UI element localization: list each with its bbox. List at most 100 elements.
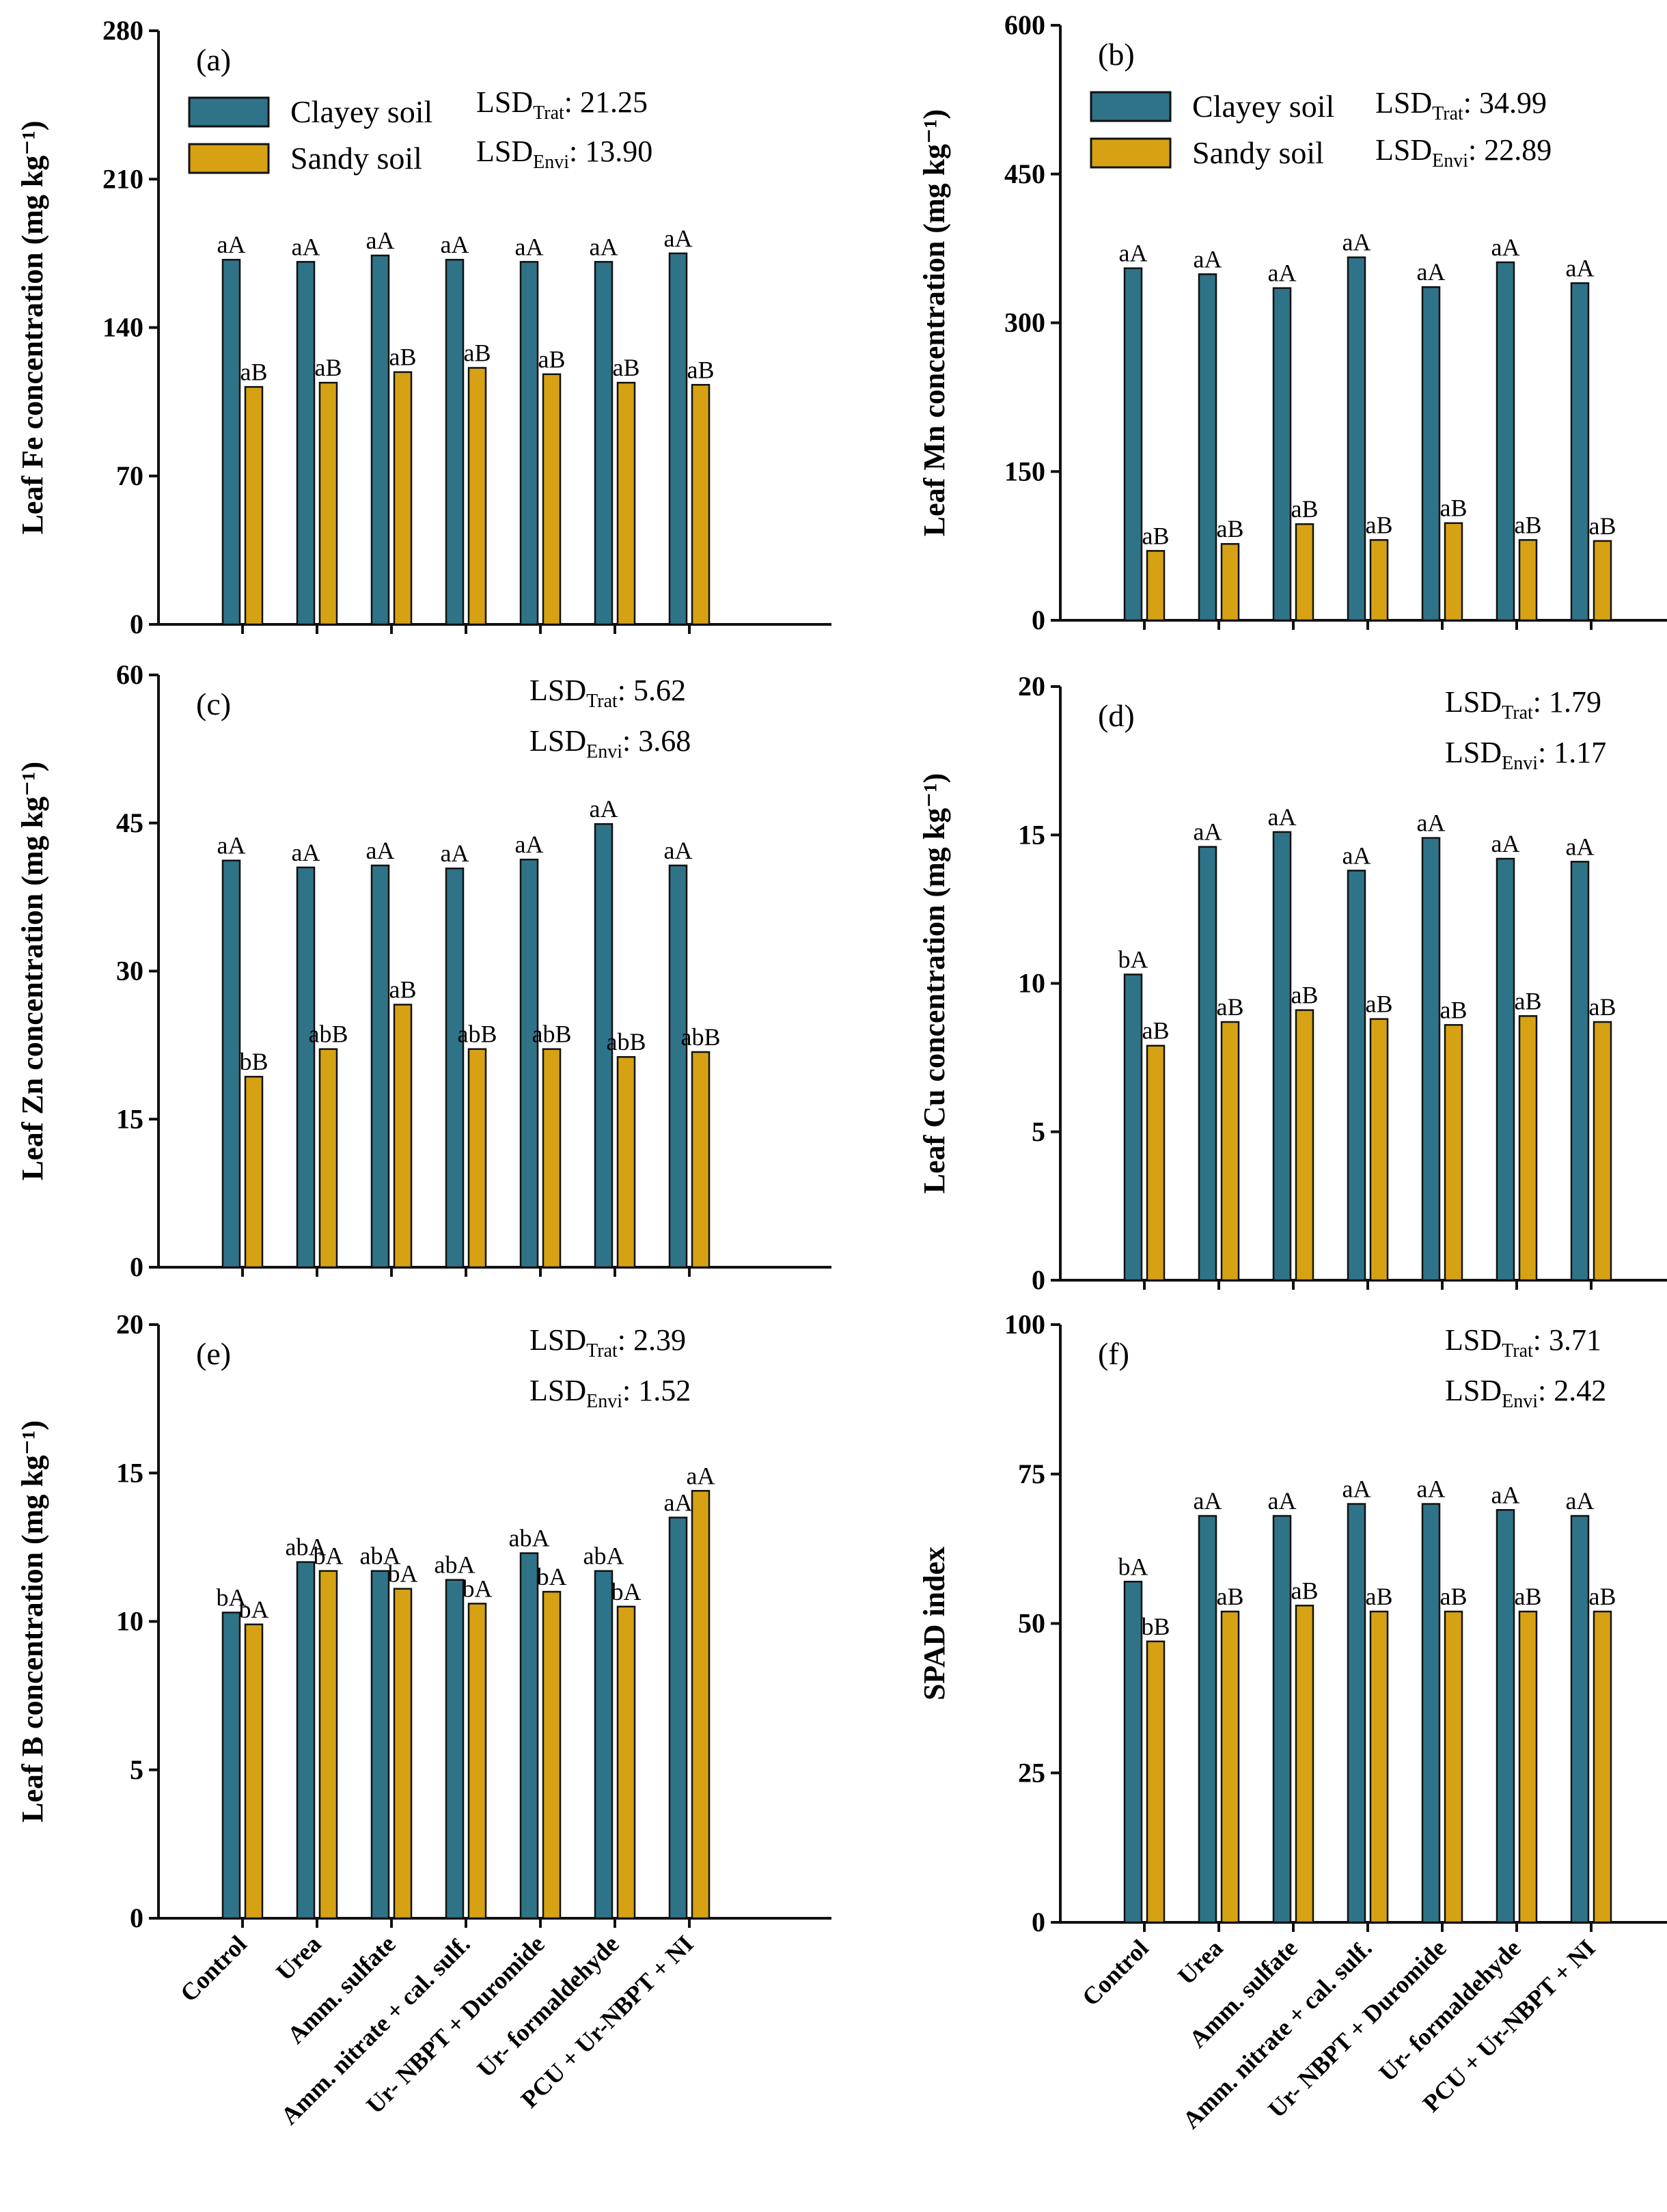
lsd-trat-label: LSD: [529, 1323, 586, 1357]
significance-label: aB: [1142, 522, 1170, 549]
significance-label: aB: [1440, 1583, 1468, 1610]
significance-label: abB: [309, 1021, 348, 1048]
significance-label: bA: [314, 1543, 344, 1570]
bar-sandy: [467, 1048, 487, 1269]
significance-label: aA: [1417, 1476, 1446, 1503]
bar-sandy: [1146, 550, 1166, 622]
lsd-envi-subscript: Envi: [586, 1391, 622, 1412]
y-axis-label: SPAD index: [918, 1547, 951, 1700]
bar-clayey: [519, 858, 539, 1269]
y-tick-label: 300: [1004, 307, 1045, 338]
significance-label: aA: [366, 837, 395, 864]
significance-label: aA: [590, 233, 618, 260]
significance-label: aB: [389, 976, 417, 1004]
bar-clayey: [1123, 1581, 1143, 1924]
panel-label: (d): [1098, 698, 1135, 733]
y-tick-label: 0: [130, 1252, 143, 1282]
significance-label: aA: [1268, 260, 1297, 287]
significance-label: aB: [1291, 1577, 1319, 1604]
lsd-trat-label: LSD: [529, 674, 586, 707]
significance-label: abA: [360, 1543, 401, 1570]
bar-clayey: [668, 864, 688, 1269]
significance-label: aB: [240, 358, 268, 385]
bar-clayey: [1272, 287, 1292, 622]
bar-sandy: [1369, 539, 1389, 622]
significance-label: bA: [239, 1596, 269, 1623]
y-tick-label: 5: [1032, 1116, 1045, 1147]
significance-label: aA: [1342, 1476, 1371, 1503]
bar-sandy: [691, 384, 711, 626]
lsd-trat-value: : 2.39: [618, 1323, 686, 1357]
lsd-trat-subscript: Trat: [586, 691, 618, 712]
bar-sandy: [542, 373, 562, 626]
significance-label: abB: [681, 1023, 721, 1051]
y-axis-label: Leaf Mn concentration (mg kg⁻¹): [918, 109, 951, 536]
significance-label: abB: [532, 1021, 572, 1048]
bar-clayey: [445, 258, 465, 626]
significance-label: bB: [1141, 1613, 1170, 1640]
bar-clayey: [519, 261, 539, 626]
bar-clayey: [1198, 273, 1217, 622]
lsd-trat: LSDTrat: 3.71: [1445, 1323, 1601, 1361]
bar-clayey: [370, 254, 390, 626]
lsd-envi-label: LSD: [529, 1374, 586, 1407]
y-tick-label: 10: [116, 1606, 143, 1637]
panel-label: (c): [196, 687, 231, 721]
lsd-envi: LSDEnvi: 1.52: [529, 1374, 691, 1412]
significance-label: aA: [1417, 258, 1446, 286]
significance-label: aA: [1491, 234, 1520, 261]
lsd-trat: LSDTrat: 1.79: [1445, 685, 1601, 723]
panel-label: (b): [1098, 37, 1135, 72]
y-tick-label: 280: [102, 15, 143, 46]
bar-sandy: [1369, 1018, 1389, 1282]
lsd-envi-label: LSD: [1375, 133, 1432, 167]
lsd-envi-label: LSD: [529, 724, 586, 758]
legend-label-clayey: Clayey soil: [290, 94, 432, 129]
bar-sandy: [542, 1590, 562, 1920]
significance-label: aA: [1566, 833, 1595, 860]
lsd-envi-subscript: Envi: [533, 152, 569, 173]
bar-clayey: [594, 1570, 614, 1920]
significance-label: aA: [1119, 240, 1148, 267]
bar-sandy: [1295, 1605, 1314, 1924]
significance-label: bA: [463, 1575, 493, 1602]
bar-clayey: [1570, 1515, 1590, 1924]
bar-clayey: [594, 261, 614, 626]
significance-label: aB: [315, 354, 342, 381]
x-tick-label: Control: [175, 1930, 252, 2007]
lsd-envi-subscript: Envi: [1432, 150, 1468, 171]
y-tick-label: 210: [102, 163, 143, 194]
significance-label: aA: [1566, 1487, 1595, 1515]
significance-label: aB: [1589, 1583, 1616, 1610]
significance-label: abA: [583, 1543, 624, 1570]
y-tick-label: 0: [1032, 1264, 1045, 1295]
lsd-trat: LSDTrat: 5.62: [529, 674, 686, 712]
lsd-envi-value: : 2.42: [1538, 1374, 1606, 1407]
lsd-envi-label: LSD: [476, 135, 533, 168]
significance-label: aB: [1366, 511, 1393, 538]
significance-label: aA: [1268, 803, 1297, 831]
chart-panel-d: 0 5 10 15 20 Leaf Cu concentration (mg kg⁻¹) (…: [918, 671, 1667, 1295]
bar-clayey: [1123, 973, 1143, 1282]
bar-clayey: [519, 1552, 539, 1920]
bar-sandy: [1220, 542, 1240, 622]
significance-label: aB: [1142, 1017, 1170, 1045]
lsd-envi-subscript: Envi: [1502, 753, 1538, 774]
bar-sandy: [616, 1605, 636, 1920]
bar-clayey: [1347, 256, 1366, 622]
y-tick-label: 20: [116, 1309, 143, 1340]
significance-label: aA: [1491, 1481, 1520, 1508]
lsd-envi-label: LSD: [1445, 736, 1502, 769]
panel-label: (a): [196, 42, 231, 77]
bar-clayey: [1570, 861, 1590, 1282]
lsd-envi-value: : 3.68: [622, 724, 691, 758]
lsd-envi-value: : 1.17: [1538, 736, 1606, 769]
bar-clayey: [1272, 831, 1292, 1282]
y-tick-label: 0: [130, 609, 143, 639]
chart-panel-a: 0 70 140 210 280 Leaf Fe concentration (mg kg…: [16, 15, 831, 639]
y-tick-label: 15: [116, 1103, 143, 1134]
legend-label-clayey: Clayey soil: [1192, 89, 1334, 124]
bar-clayey: [370, 864, 390, 1269]
bar-sandy: [691, 1051, 711, 1269]
